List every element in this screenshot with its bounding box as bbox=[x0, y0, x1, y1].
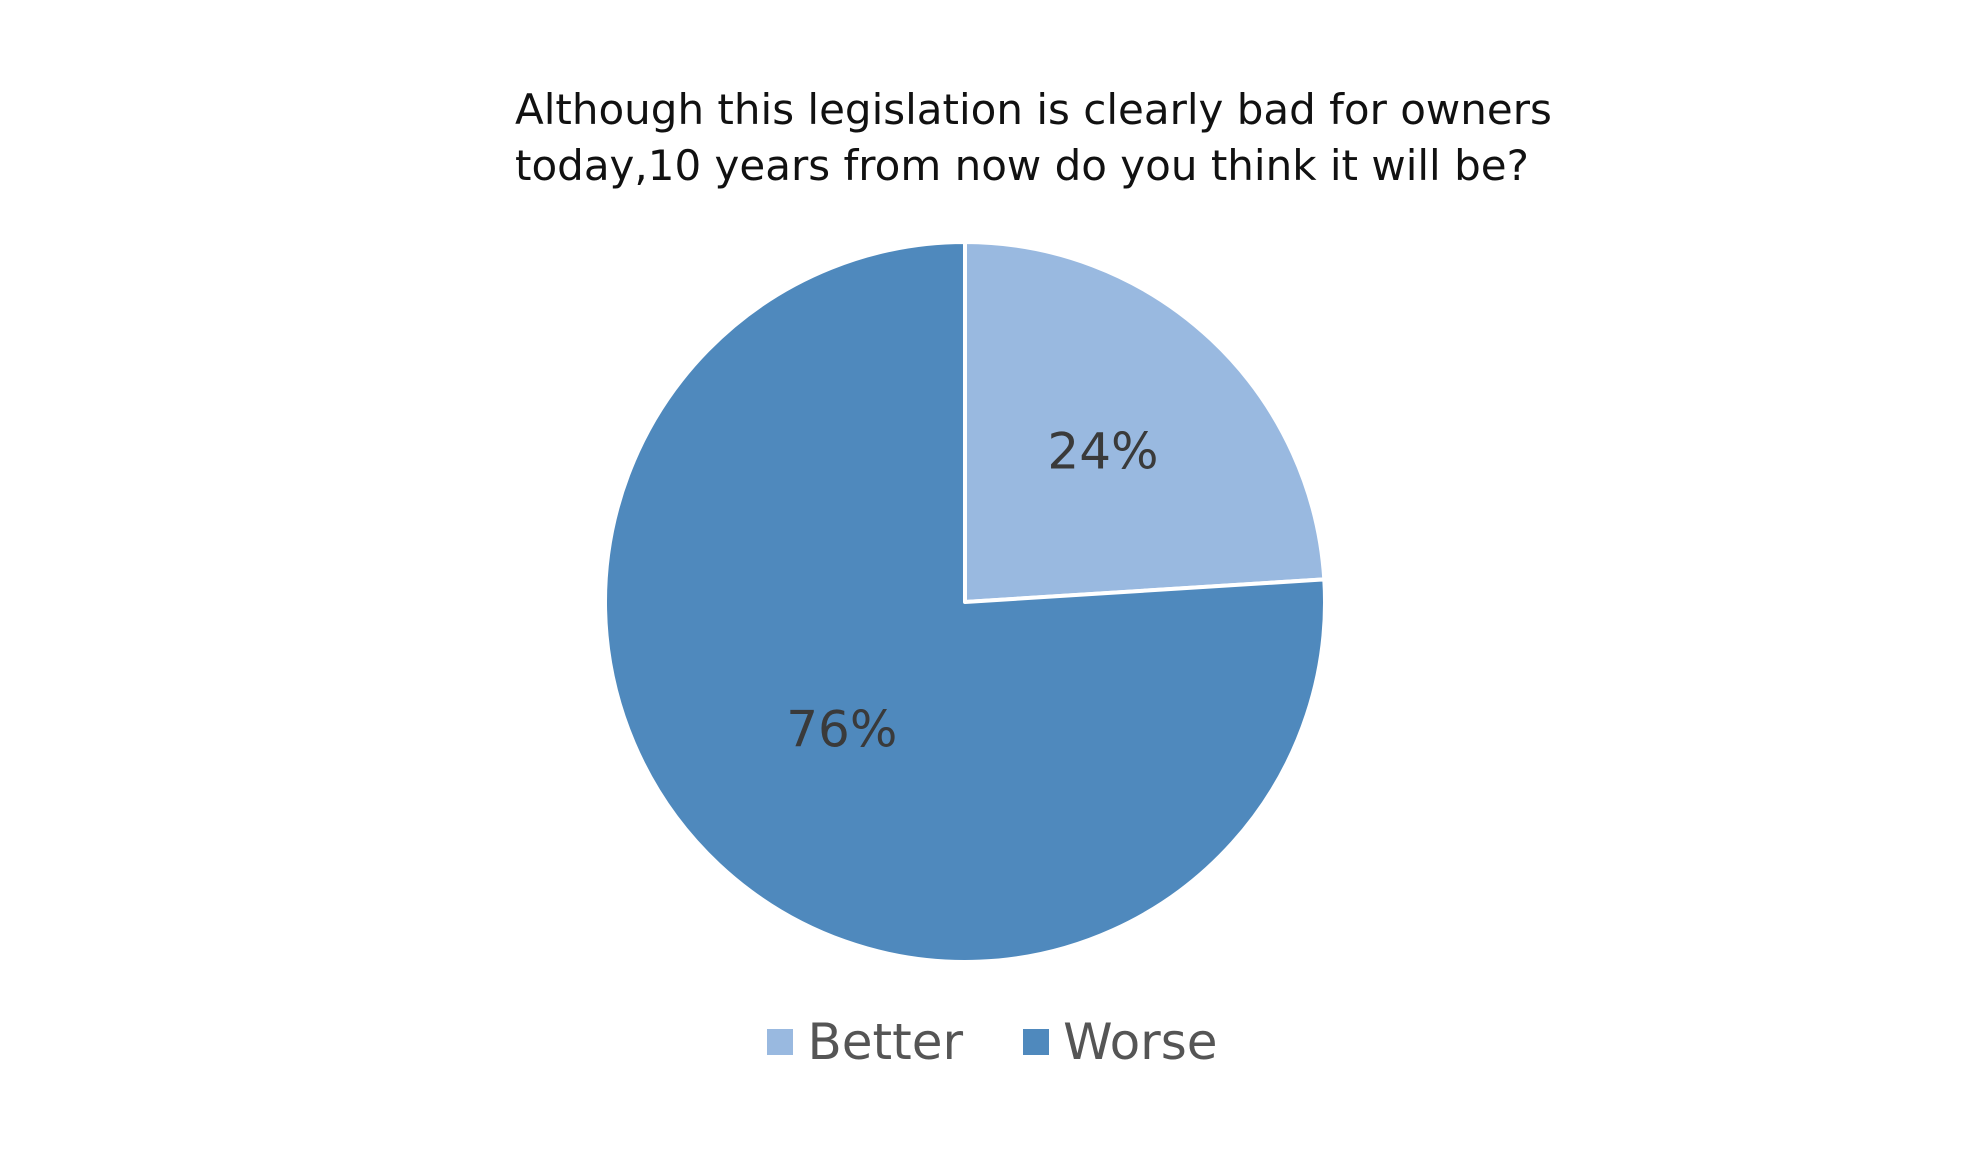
chart-title-line-1: Although this legislation is clearly bad… bbox=[515, 85, 1552, 134]
chart-title: Although this legislation is clearly bad… bbox=[515, 82, 1615, 194]
pie-slice-better bbox=[963, 240, 1327, 604]
legend-item-worse: Worse bbox=[1023, 1012, 1218, 1072]
legend: Better Worse bbox=[0, 1012, 1985, 1072]
legend-label-worse: Worse bbox=[1063, 1013, 1218, 1071]
legend-label-better: Better bbox=[807, 1013, 964, 1071]
data-label-better: 24% bbox=[1047, 423, 1158, 481]
legend-swatch-worse bbox=[1023, 1029, 1050, 1055]
pie-slice-worse bbox=[603, 240, 1327, 964]
legend-swatch-better bbox=[767, 1029, 794, 1055]
chart-title-line-2: today,10 years from now do you think it … bbox=[515, 141, 1529, 190]
data-label-worse: 76% bbox=[786, 701, 897, 759]
legend-item-better: Better bbox=[767, 1012, 963, 1072]
